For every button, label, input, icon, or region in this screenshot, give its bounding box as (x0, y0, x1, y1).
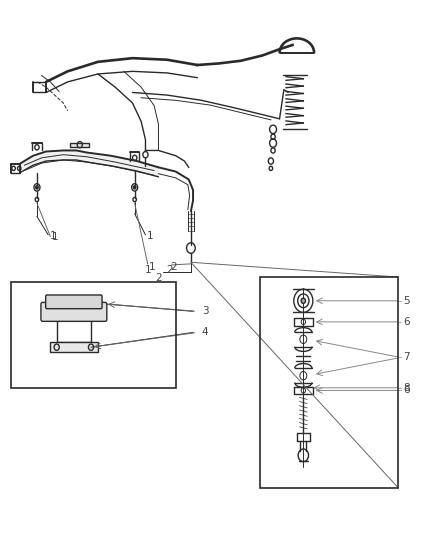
Bar (11, 282, 176, 388)
Circle shape (35, 186, 38, 189)
Text: 6: 6 (403, 385, 410, 395)
Circle shape (134, 186, 136, 189)
FancyBboxPatch shape (46, 295, 102, 309)
Circle shape (301, 298, 305, 303)
Text: 1: 1 (147, 231, 153, 241)
Text: 2: 2 (170, 262, 177, 271)
Text: 1: 1 (145, 265, 151, 276)
Text: 1: 1 (149, 262, 155, 271)
Text: 2: 2 (166, 265, 173, 276)
Polygon shape (50, 342, 98, 352)
Text: 7: 7 (403, 352, 410, 362)
Text: 4: 4 (202, 327, 208, 337)
Polygon shape (20, 150, 159, 177)
Text: 6: 6 (403, 317, 410, 327)
Text: 8: 8 (403, 383, 410, 393)
Text: 1: 1 (49, 231, 56, 241)
Text: 5: 5 (403, 296, 410, 306)
Text: 3: 3 (202, 306, 208, 316)
Polygon shape (70, 142, 89, 147)
Text: 1: 1 (52, 232, 58, 243)
Bar (260, 277, 399, 488)
FancyBboxPatch shape (41, 302, 107, 321)
Text: 2: 2 (155, 273, 162, 283)
